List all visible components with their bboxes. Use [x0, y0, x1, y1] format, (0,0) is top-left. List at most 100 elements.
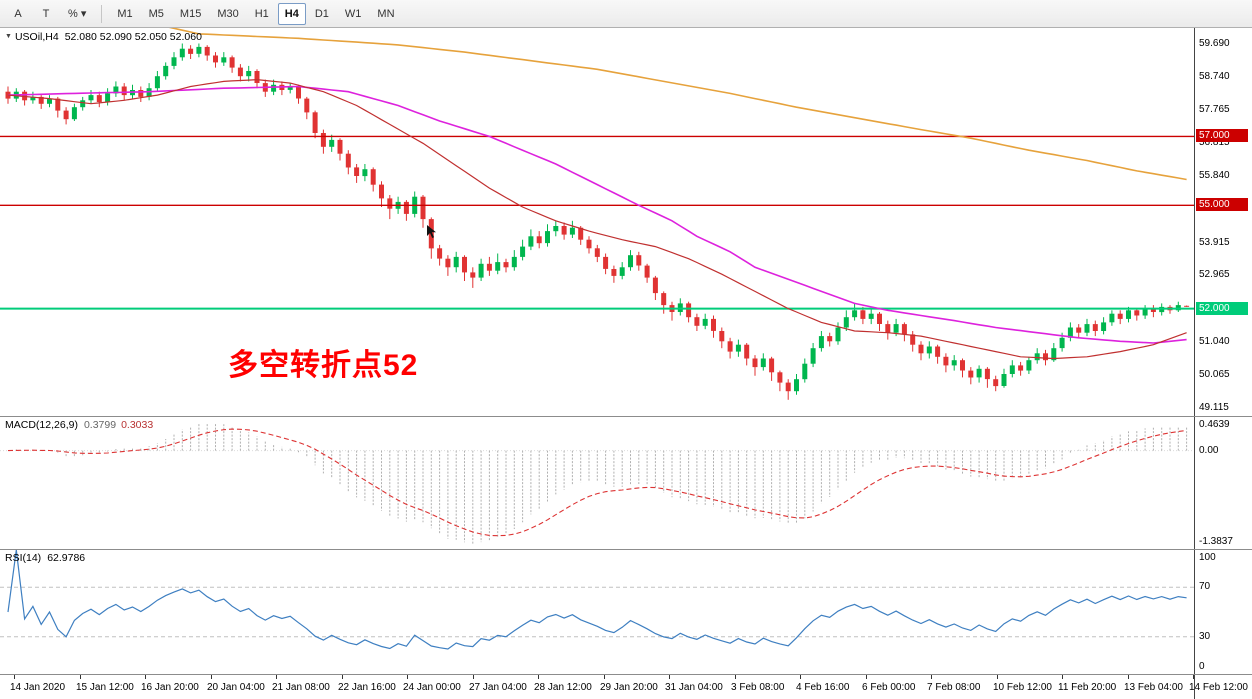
time-axis-label: 22 Jan 16:00 — [338, 682, 396, 693]
price-line-badge: 57.000 — [1196, 129, 1248, 142]
timeframe-button-h1[interactable]: H1 — [248, 3, 276, 25]
rsi-panel: 100 70 30 0 RSI(14) 62.9786 — [0, 550, 1252, 675]
line-studies-button[interactable]: % ▾ — [61, 3, 93, 25]
price-axis-label: 53.915 — [1199, 237, 1230, 248]
timeframe-button-d1[interactable]: D1 — [308, 3, 336, 25]
time-axis-tick — [1062, 675, 1063, 679]
time-axis: 14 Jan 2020 15 Jan 12:00 16 Jan 20:00 20 Ja… — [0, 675, 1252, 699]
timeframe-button-m15[interactable]: M15 — [173, 3, 208, 25]
price-axis-label: 55.840 — [1199, 170, 1230, 181]
time-axis-tick — [800, 675, 801, 679]
price-axis: 59.69058.74057.76556.81555.84054.89053.9… — [1194, 28, 1252, 416]
time-axis-tick — [538, 675, 539, 679]
price-line-badge: 55.000 — [1196, 198, 1248, 211]
time-axis-tick — [669, 675, 670, 679]
time-axis-tick — [80, 675, 81, 679]
time-axis-label: 11 Feb 20:00 — [1058, 682, 1117, 693]
macd-plot[interactable] — [0, 417, 1194, 549]
candlestick-plot[interactable] — [0, 28, 1194, 416]
time-axis-label: 4 Feb 16:00 — [796, 682, 850, 693]
macd-axis-max: 0.4639 — [1199, 419, 1230, 430]
text-tool-button[interactable]: T — [33, 3, 59, 25]
price-axis-label: 49.115 — [1199, 402, 1229, 413]
macd-panel: 0.4639 0.00 -1.3837 MACD(12,26,9) 0.3799 0.3… — [0, 417, 1252, 550]
timeframe-button-mn[interactable]: MN — [370, 3, 401, 25]
mouse-cursor-icon — [427, 225, 436, 238]
rsi-label: RSI(14) — [5, 552, 42, 564]
time-axis-label: 21 Jan 08:00 — [272, 682, 330, 693]
time-axis-label: 29 Jan 20:00 — [600, 682, 658, 693]
time-axis-label: 24 Jan 00:00 — [403, 682, 461, 693]
timeframe-button-w1[interactable]: W1 — [338, 3, 369, 25]
timeframe-button-m1[interactable]: M1 — [110, 3, 139, 25]
rsi-title: RSI(14) 62.9786 — [5, 552, 85, 564]
ma-fast-red-line — [7, 78, 1187, 360]
time-axis-tick — [931, 675, 932, 679]
annotation-text: 多空转折点52 — [228, 349, 419, 382]
tool-buttons: A T% ▾ — [4, 3, 94, 25]
rsi-value: 62.9786 — [47, 552, 86, 564]
price-axis-label: 56.815 — [1199, 137, 1230, 148]
axis-corner — [1194, 675, 1252, 699]
rsi-axis-label: 0 — [1199, 661, 1205, 672]
time-axis-tick — [1128, 675, 1129, 679]
timeframe-buttons: M1 M5 M15 M30 H1 H4 D1 W1 MN — [109, 2, 402, 25]
time-axis-tick — [604, 675, 605, 679]
macd-axis-min: -1.3837 — [1199, 536, 1233, 547]
rsi-axis-label: 100 — [1199, 552, 1216, 563]
chart-title: ▼ USOil,H4 52.080 52.090 52.050 52.060 — [5, 31, 202, 43]
macd-histogram — [15, 423, 1188, 545]
ohlc-readout: 52.080 52.090 52.050 52.060 — [64, 31, 202, 43]
time-axis-label: 14 Feb 12:00 — [1189, 682, 1248, 693]
time-axis-tick — [997, 675, 998, 679]
rsi-axis: 100 70 30 0 — [1194, 550, 1252, 674]
time-axis-label: 14 Jan 2020 — [10, 682, 66, 693]
rsi-line — [7, 550, 1187, 650]
rsi-plot[interactable] — [0, 550, 1194, 674]
time-axis-tick — [211, 675, 212, 679]
time-axis-tick — [14, 675, 15, 679]
timeframe-button-m5[interactable]: M5 — [142, 3, 171, 25]
time-axis-tick — [145, 675, 146, 679]
macd-title: MACD(12,26,9) 0.3799 0.3033 — [5, 419, 153, 431]
macd-value-main: 0.3799 — [83, 419, 117, 431]
price-line-badge: 52.000 — [1196, 302, 1248, 315]
candles-group — [5, 43, 1190, 400]
time-axis-label: 27 Jan 04:00 — [469, 682, 527, 693]
time-axis-tick — [276, 675, 277, 679]
timeframe-button-m30[interactable]: M30 — [210, 3, 245, 25]
horizontal-level-lines[interactable] — [0, 135, 1194, 310]
macd-signal-line — [7, 428, 1187, 537]
rsi-axis-label: 70 — [1199, 581, 1211, 592]
time-axis-tick — [735, 675, 736, 679]
time-axis-label: 16 Jan 20:00 — [141, 682, 199, 693]
time-axis-label: 7 Feb 08:00 — [927, 682, 981, 693]
macd-label: MACD(12,26,9) — [5, 419, 78, 431]
top-toolbar: A T% ▾ M1 M5 M15 M30 H1 H4 D1 W1 MN — [0, 0, 1252, 28]
price-axis-label: 57.765 — [1199, 104, 1230, 115]
time-axis-label: 6 Feb 00:00 — [862, 682, 916, 693]
price-axis-label: 52.965 — [1199, 269, 1230, 280]
pointer-tool-button[interactable]: A — [5, 3, 31, 25]
price-axis-label: 51.040 — [1199, 336, 1230, 347]
macd-axis-zero: 0.00 — [1199, 445, 1219, 456]
price-axis-label: 58.740 — [1199, 71, 1230, 82]
symbol-period-label: USOil,H4 — [14, 31, 59, 43]
collapse-icon[interactable]: ▼ — [5, 33, 12, 40]
price-axis-label: 50.065 — [1199, 369, 1230, 380]
time-axis-tick — [866, 675, 867, 679]
time-axis-tick — [473, 675, 474, 679]
time-axis-label: 3 Feb 08:00 — [731, 682, 785, 693]
time-axis-label: 31 Jan 04:00 — [665, 682, 723, 693]
time-axis-label: 20 Jan 04:00 — [207, 682, 265, 693]
main-chart-panel: 59.69058.74057.76556.81555.84054.89053.9… — [0, 28, 1252, 417]
rsi-axis-label: 30 — [1199, 631, 1211, 642]
macd-axis: 0.4639 0.00 -1.3837 — [1194, 417, 1252, 549]
time-axis-tick — [1193, 675, 1194, 679]
ma-mid-magenta-line — [7, 85, 1187, 344]
macd-value-signal: 0.3033 — [121, 419, 154, 431]
time-axis-label: 10 Feb 12:00 — [993, 682, 1052, 693]
time-axis-label: 13 Feb 04:00 — [1124, 682, 1183, 693]
timeframe-button-h4[interactable]: H4 — [277, 2, 306, 25]
